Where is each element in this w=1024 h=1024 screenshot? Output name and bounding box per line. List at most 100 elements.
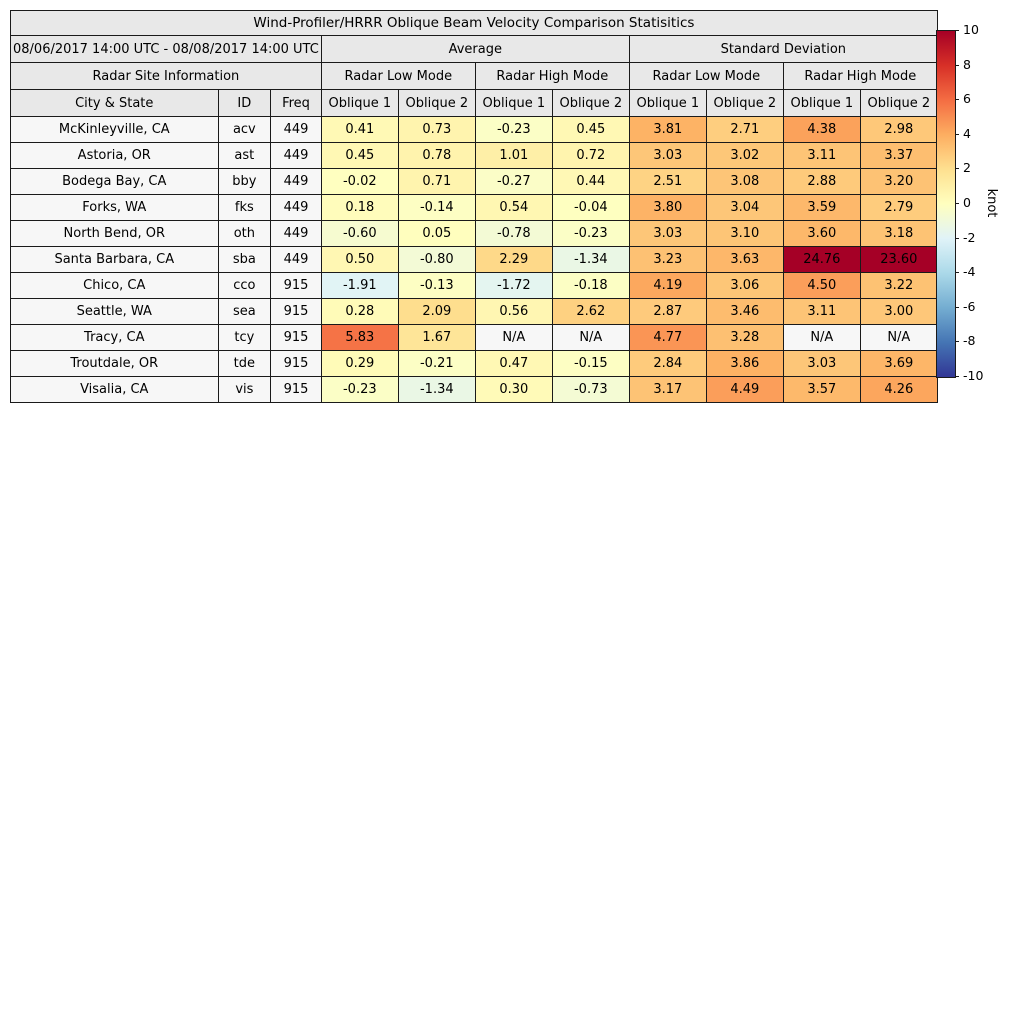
value-cell: 3.28 <box>705 324 784 351</box>
colorbar-tick-label: 2 <box>963 160 971 176</box>
value-cell: 4.26 <box>859 376 938 403</box>
value-cell: 3.00 <box>859 298 938 325</box>
colorbar-tick-label: -10 <box>963 367 984 383</box>
value-cell: -0.14 <box>397 194 476 221</box>
colorbar-tick-mark <box>955 64 959 66</box>
colorbar-tick-label: 4 <box>963 125 971 141</box>
value-cell: 3.22 <box>859 272 938 299</box>
col-header-id: ID <box>217 89 272 117</box>
header-standard-deviation: Standard Deviation <box>628 35 938 63</box>
title-row: Wind-Profiler/HRRR Oblique Beam Velocity… <box>10 10 938 36</box>
value-cell: 0.41 <box>320 116 399 143</box>
table-title: Wind-Profiler/HRRR Oblique Beam Velocity… <box>10 10 938 36</box>
date-range-label: 08/06/2017 14:00 UTC - 08/08/2017 14:00 … <box>10 35 322 63</box>
value-cell: 2.29 <box>474 246 553 273</box>
city-cell: Seattle, WA <box>10 298 219 325</box>
value-cell: 2.84 <box>628 350 707 377</box>
colorbar-tick-mark <box>955 376 959 377</box>
value-cell: 0.45 <box>320 142 399 169</box>
colorbar-unit-label: knot <box>984 188 999 218</box>
value-cell: -0.27 <box>474 168 553 195</box>
city-cell: McKinleyville, CA <box>10 116 219 143</box>
value-cell: -0.60 <box>320 220 399 247</box>
city-cell: Santa Barbara, CA <box>10 246 219 273</box>
colorbar-tick-label: -2 <box>963 229 976 245</box>
comparison-table: Wind-Profiler/HRRR Oblique Beam Velocity… <box>10 10 938 403</box>
value-cell: 3.69 <box>859 350 938 377</box>
value-cell: 3.60 <box>782 220 861 247</box>
value-cell: -0.21 <box>397 350 476 377</box>
table-row: North Bend, OR oth 449 -0.60 0.05 -0.78 -0.23 3… <box>10 220 938 247</box>
value-cell: 2.79 <box>859 194 938 221</box>
col-header-std-high-oblique2: Oblique 2 <box>859 89 938 117</box>
city-cell: Visalia, CA <box>10 376 219 403</box>
value-cell: 3.03 <box>782 350 861 377</box>
id-cell: acv <box>217 116 272 143</box>
colorbar-tick-label: -4 <box>963 263 976 279</box>
freq-cell: 915 <box>270 272 322 299</box>
value-cell: 2.62 <box>551 298 630 325</box>
id-cell: sea <box>217 298 272 325</box>
value-cell: 3.59 <box>782 194 861 221</box>
value-cell: 0.29 <box>320 350 399 377</box>
value-cell: 0.30 <box>474 376 553 403</box>
header-site-info: Radar Site Information <box>10 62 322 90</box>
colorbar-tick-mark <box>955 30 959 31</box>
freq-cell: 449 <box>270 116 322 143</box>
colorbar-tick-mark <box>955 237 959 239</box>
value-cell: -0.73 <box>551 376 630 403</box>
table-row: Troutdale, OR tde 915 0.29 -0.21 0.47 -0.15 2.8… <box>10 350 938 377</box>
value-cell: 3.63 <box>705 246 784 273</box>
table-row: Seattle, WA sea 915 0.28 2.09 0.56 2.62 2.87 3.4… <box>10 298 938 325</box>
value-cell: -1.34 <box>397 376 476 403</box>
freq-cell: 915 <box>270 324 322 351</box>
col-header-freq: Freq <box>270 89 322 117</box>
value-cell: 0.72 <box>551 142 630 169</box>
value-cell: 3.11 <box>782 142 861 169</box>
col-header-avg-high-oblique2: Oblique 2 <box>551 89 630 117</box>
colorbar: 10 8 6 4 2 0 -2 -4 -6 -8 -10 knot <box>936 23 1024 381</box>
value-cell: -0.80 <box>397 246 476 273</box>
freq-cell: 449 <box>270 246 322 273</box>
table-row: Forks, WA fks 449 0.18 -0.14 0.54 -0.04 3.80 3.0… <box>10 194 938 221</box>
value-cell: 0.45 <box>551 116 630 143</box>
value-cell: 2.51 <box>628 168 707 195</box>
colorbar-tick-label: -8 <box>963 333 976 349</box>
id-cell: oth <box>217 220 272 247</box>
col-header-std-low-oblique2: Oblique 2 <box>705 89 784 117</box>
value-cell: N/A <box>551 324 630 351</box>
value-cell: 2.98 <box>859 116 938 143</box>
value-cell: -1.34 <box>551 246 630 273</box>
colorbar-tick-label: 0 <box>963 194 971 210</box>
id-cell: ast <box>217 142 272 169</box>
table-body: McKinleyville, CA acv 449 0.41 0.73 -0.23 0.45… <box>10 116 938 403</box>
freq-cell: 915 <box>270 350 322 377</box>
value-cell: 3.81 <box>628 116 707 143</box>
value-cell: N/A <box>474 324 553 351</box>
value-cell: N/A <box>859 324 938 351</box>
value-cell: 2.71 <box>705 116 784 143</box>
value-cell: -0.04 <box>551 194 630 221</box>
value-cell: 0.78 <box>397 142 476 169</box>
value-cell: -0.15 <box>551 350 630 377</box>
col-header-avg-low-oblique1: Oblique 1 <box>320 89 399 117</box>
colorbar-tick-label: -6 <box>963 298 976 314</box>
value-cell: 3.06 <box>705 272 784 299</box>
table-row: McKinleyville, CA acv 449 0.41 0.73 -0.23 0.45… <box>10 116 938 143</box>
colorbar-tick-mark <box>955 133 959 135</box>
value-cell: N/A <box>782 324 861 351</box>
value-cell: 3.03 <box>628 142 707 169</box>
value-cell: -0.23 <box>551 220 630 247</box>
value-cell: 4.50 <box>782 272 861 299</box>
freq-cell: 449 <box>270 220 322 247</box>
value-cell: 0.73 <box>397 116 476 143</box>
id-cell: bby <box>217 168 272 195</box>
table-row: Tracy, CA tcy 915 5.83 1.67 N/A N/A 4.77 3.28 N/A… <box>10 324 938 351</box>
freq-cell: 449 <box>270 168 322 195</box>
value-cell: 3.02 <box>705 142 784 169</box>
stats-table: Wind-Profiler/HRRR Oblique Beam Velocity… <box>10 10 938 403</box>
group-header-row-1: 08/06/2017 14:00 UTC - 08/08/2017 14:00 … <box>10 35 938 63</box>
value-cell: -0.23 <box>474 116 553 143</box>
value-cell: 0.71 <box>397 168 476 195</box>
id-cell: cco <box>217 272 272 299</box>
